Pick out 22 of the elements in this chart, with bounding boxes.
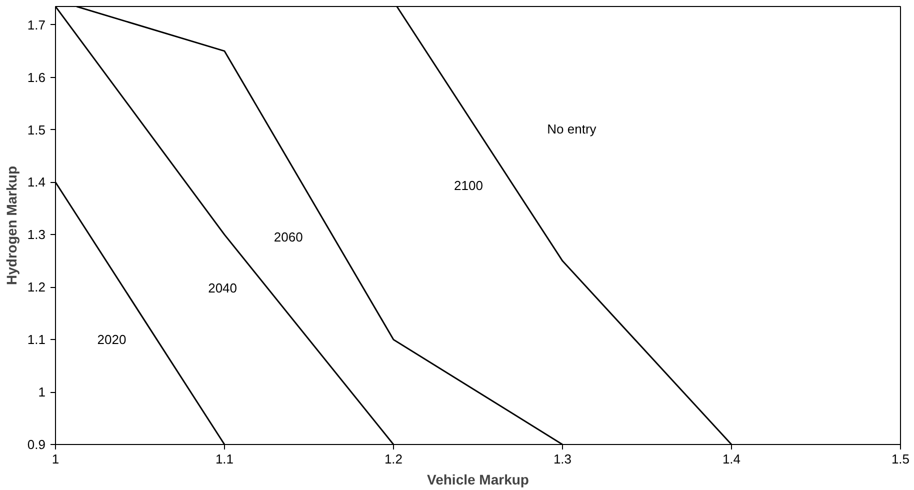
series-label: 2040 bbox=[208, 280, 238, 296]
y-tick-label: 1.5 bbox=[27, 122, 46, 138]
x-axis-title: Vehicle Markup bbox=[427, 472, 529, 488]
series-label: 2020 bbox=[97, 332, 126, 347]
y-tick-label: 1.3 bbox=[27, 227, 46, 242]
x-tick-label: 1.2 bbox=[384, 452, 403, 466]
series-label: 2060 bbox=[274, 229, 303, 244]
x-tick-label: 1.3 bbox=[553, 452, 572, 466]
y-tick-label: 1.1 bbox=[27, 332, 46, 348]
annotation: No entry bbox=[547, 122, 597, 137]
x-tick-label: 1.5 bbox=[891, 452, 910, 466]
x-tick-label: 1.1 bbox=[215, 452, 234, 466]
y-tick-label: 1.7 bbox=[27, 17, 46, 32]
series-label: 2100 bbox=[454, 178, 483, 194]
y-tick-label: 1.2 bbox=[27, 280, 46, 295]
y-tick-label: 1.4 bbox=[27, 174, 46, 190]
y-axis-title: Hydrogen Markup bbox=[3, 166, 20, 286]
x-tick-label: 1 bbox=[52, 452, 60, 466]
y-tick-label: 1 bbox=[38, 384, 46, 400]
x-tick-label: 1.4 bbox=[722, 452, 741, 466]
y-tick-label: 1.6 bbox=[27, 70, 46, 85]
y-tick-label: 0.9 bbox=[27, 437, 46, 452]
